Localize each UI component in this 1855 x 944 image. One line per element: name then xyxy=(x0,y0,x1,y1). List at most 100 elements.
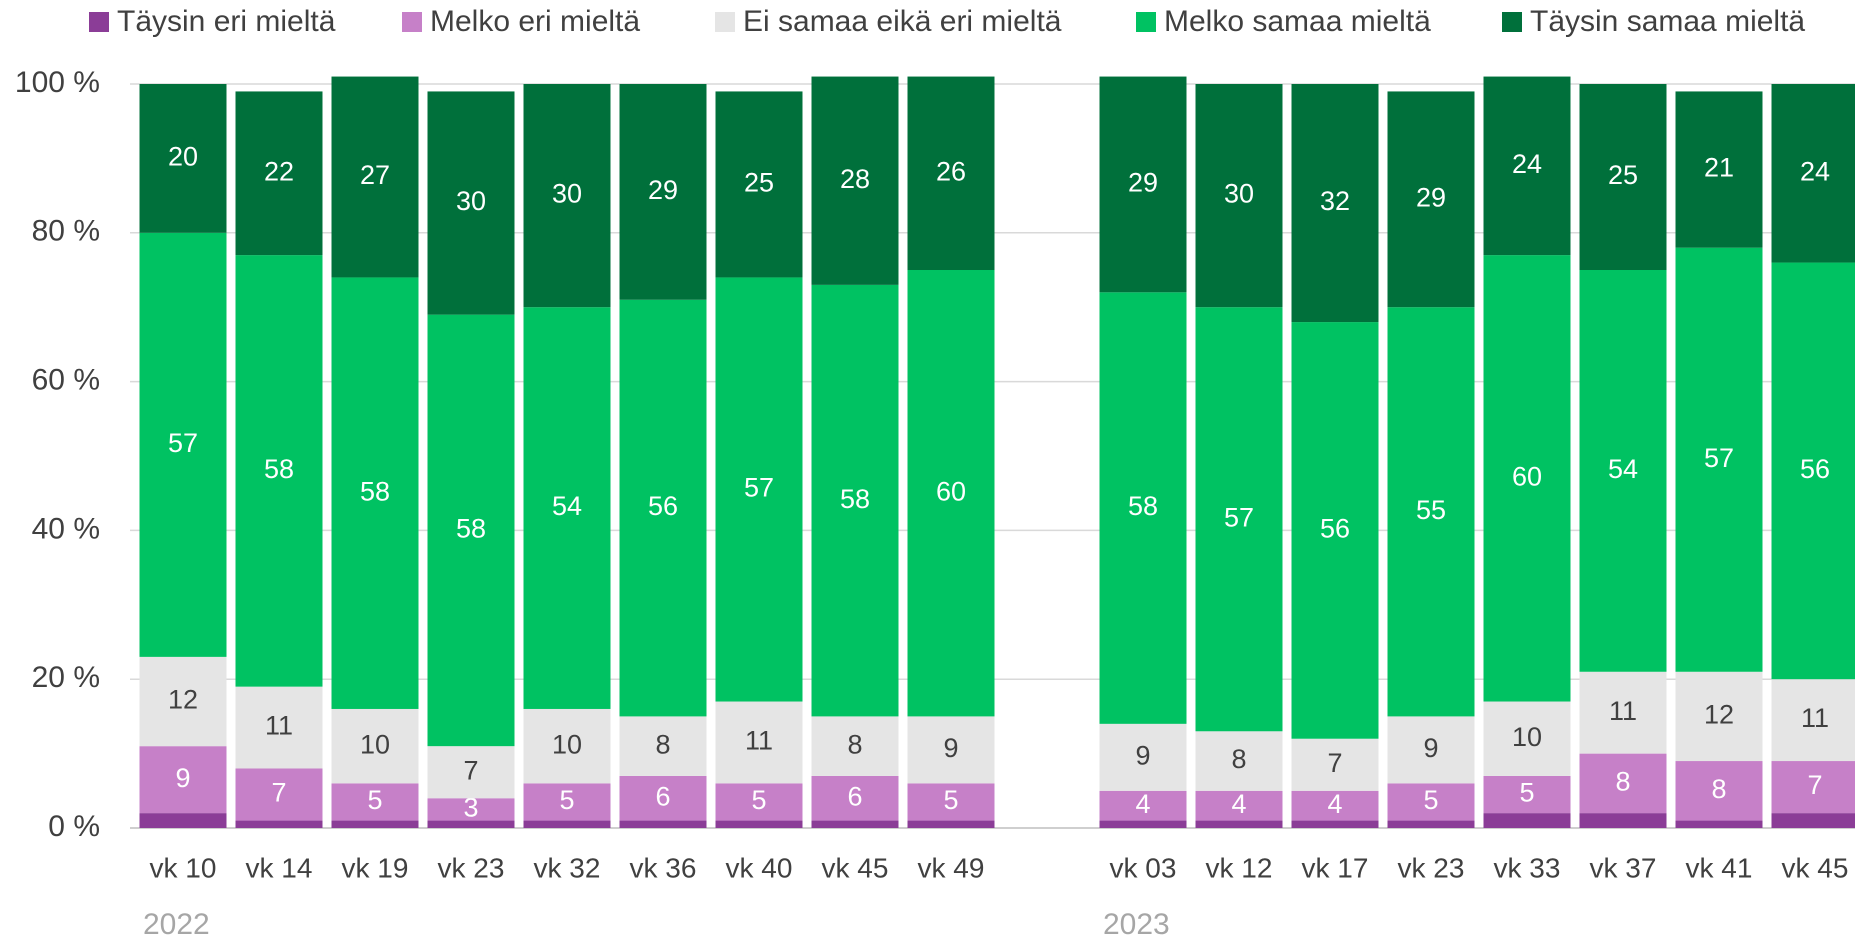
x-tick-label: vk 45 xyxy=(1782,852,1849,883)
data-label: 5 xyxy=(751,785,766,815)
bar-segment xyxy=(1195,84,1283,308)
bar-segment xyxy=(811,820,899,828)
legend-swatch xyxy=(402,12,422,32)
data-label: 56 xyxy=(1320,514,1350,544)
y-tick-label: 20 % xyxy=(32,661,100,694)
group-label: 2023 xyxy=(1103,908,1170,941)
bar-segment xyxy=(619,775,707,821)
data-label: 5 xyxy=(1519,778,1534,808)
bar-segment xyxy=(1771,84,1855,263)
data-label: 54 xyxy=(552,491,582,521)
x-tick-label: vk 36 xyxy=(630,852,697,883)
bar-segment xyxy=(1771,262,1855,680)
y-tick-label: 100 % xyxy=(15,66,100,99)
bar-segment xyxy=(1195,307,1283,732)
bar-segment xyxy=(907,716,995,784)
data-label: 10 xyxy=(552,729,582,759)
bar-segment xyxy=(1099,292,1187,724)
bar-segment xyxy=(1195,790,1283,821)
data-label: 20 xyxy=(168,142,198,172)
bar-segment xyxy=(1291,790,1379,821)
data-label: 9 xyxy=(943,733,958,763)
legend-label: Melko samaa mieltä xyxy=(1164,5,1431,38)
bar-segment xyxy=(1291,84,1379,323)
x-tick-label: vk 23 xyxy=(1398,852,1465,883)
data-label: 11 xyxy=(745,726,773,756)
legend-label: Ei samaa eikä eri mieltä xyxy=(743,5,1062,38)
data-label: 27 xyxy=(360,160,390,190)
data-label: 30 xyxy=(1224,179,1254,209)
bar-segment xyxy=(523,820,611,828)
legend-label: Täysin eri mieltä xyxy=(117,5,336,38)
bar-segment xyxy=(1675,761,1763,821)
data-label: 8 xyxy=(1231,744,1246,774)
bar-segment xyxy=(715,783,803,821)
bar-segment xyxy=(1099,790,1187,821)
x-tick-label: vk 17 xyxy=(1302,852,1369,883)
bar-segment xyxy=(523,708,611,784)
bar-segment xyxy=(811,716,899,776)
bar-segment xyxy=(1291,738,1379,791)
data-label: 56 xyxy=(648,491,678,521)
y-tick-label: 0 % xyxy=(48,810,100,843)
data-label: 24 xyxy=(1800,156,1830,186)
legend-label: Melko eri mieltä xyxy=(430,5,640,38)
bar-segment xyxy=(139,84,227,233)
bar-segment xyxy=(427,798,515,821)
bar-segment xyxy=(523,307,611,709)
data-label: 60 xyxy=(936,476,966,506)
data-label: 4 xyxy=(1135,789,1150,819)
data-label: 29 xyxy=(1416,182,1446,212)
data-label: 29 xyxy=(1128,168,1158,198)
data-label: 6 xyxy=(847,781,862,811)
data-label: 58 xyxy=(264,454,294,484)
bar-segment xyxy=(1771,761,1855,814)
data-label: 30 xyxy=(552,179,582,209)
data-label: 10 xyxy=(1512,722,1542,752)
data-label: 8 xyxy=(1711,774,1726,804)
bar-segment xyxy=(907,783,995,821)
bar-segment xyxy=(1771,679,1855,762)
bar-segment xyxy=(1387,91,1475,308)
bar-segment xyxy=(1483,813,1571,828)
data-label: 9 xyxy=(1135,740,1150,770)
bar-segment xyxy=(427,820,515,828)
data-label: 30 xyxy=(456,186,486,216)
bar-segment xyxy=(619,820,707,828)
bar-segment xyxy=(331,783,419,821)
bar-segment xyxy=(1291,820,1379,828)
bar-segment xyxy=(1675,671,1763,762)
data-label: 56 xyxy=(1800,454,1830,484)
bar-segment xyxy=(427,746,515,799)
data-label: 58 xyxy=(360,476,390,506)
data-label: 3 xyxy=(463,793,478,823)
data-label: 25 xyxy=(744,168,774,198)
bar-segment xyxy=(1579,84,1667,270)
bar-segment xyxy=(1099,76,1187,293)
data-label: 57 xyxy=(1704,443,1734,473)
data-label: 9 xyxy=(1423,733,1438,763)
data-label: 5 xyxy=(559,785,574,815)
bar-segment xyxy=(1771,813,1855,828)
x-tick-label: vk 40 xyxy=(726,852,793,883)
legend-label: Täysin samaa mieltä xyxy=(1530,5,1805,38)
bar-segment xyxy=(715,820,803,828)
bar-segment xyxy=(1675,820,1763,828)
x-tick-label: vk 19 xyxy=(342,852,409,883)
y-tick-label: 40 % xyxy=(32,512,100,545)
x-tick-label: vk 12 xyxy=(1206,852,1273,883)
bar-segment xyxy=(1195,731,1283,791)
bar-segment xyxy=(1387,716,1475,784)
x-tick-label: vk 10 xyxy=(150,852,217,883)
bar-segment xyxy=(1579,270,1667,672)
data-label: 8 xyxy=(847,729,862,759)
data-label: 57 xyxy=(168,428,198,458)
legend-swatch xyxy=(1136,12,1156,32)
data-label: 58 xyxy=(456,514,486,544)
bar-segment xyxy=(907,76,995,270)
y-tick-label: 80 % xyxy=(32,215,100,248)
bar-segment xyxy=(139,746,227,814)
bar-segment xyxy=(331,708,419,784)
x-tick-label: vk 03 xyxy=(1110,852,1177,883)
